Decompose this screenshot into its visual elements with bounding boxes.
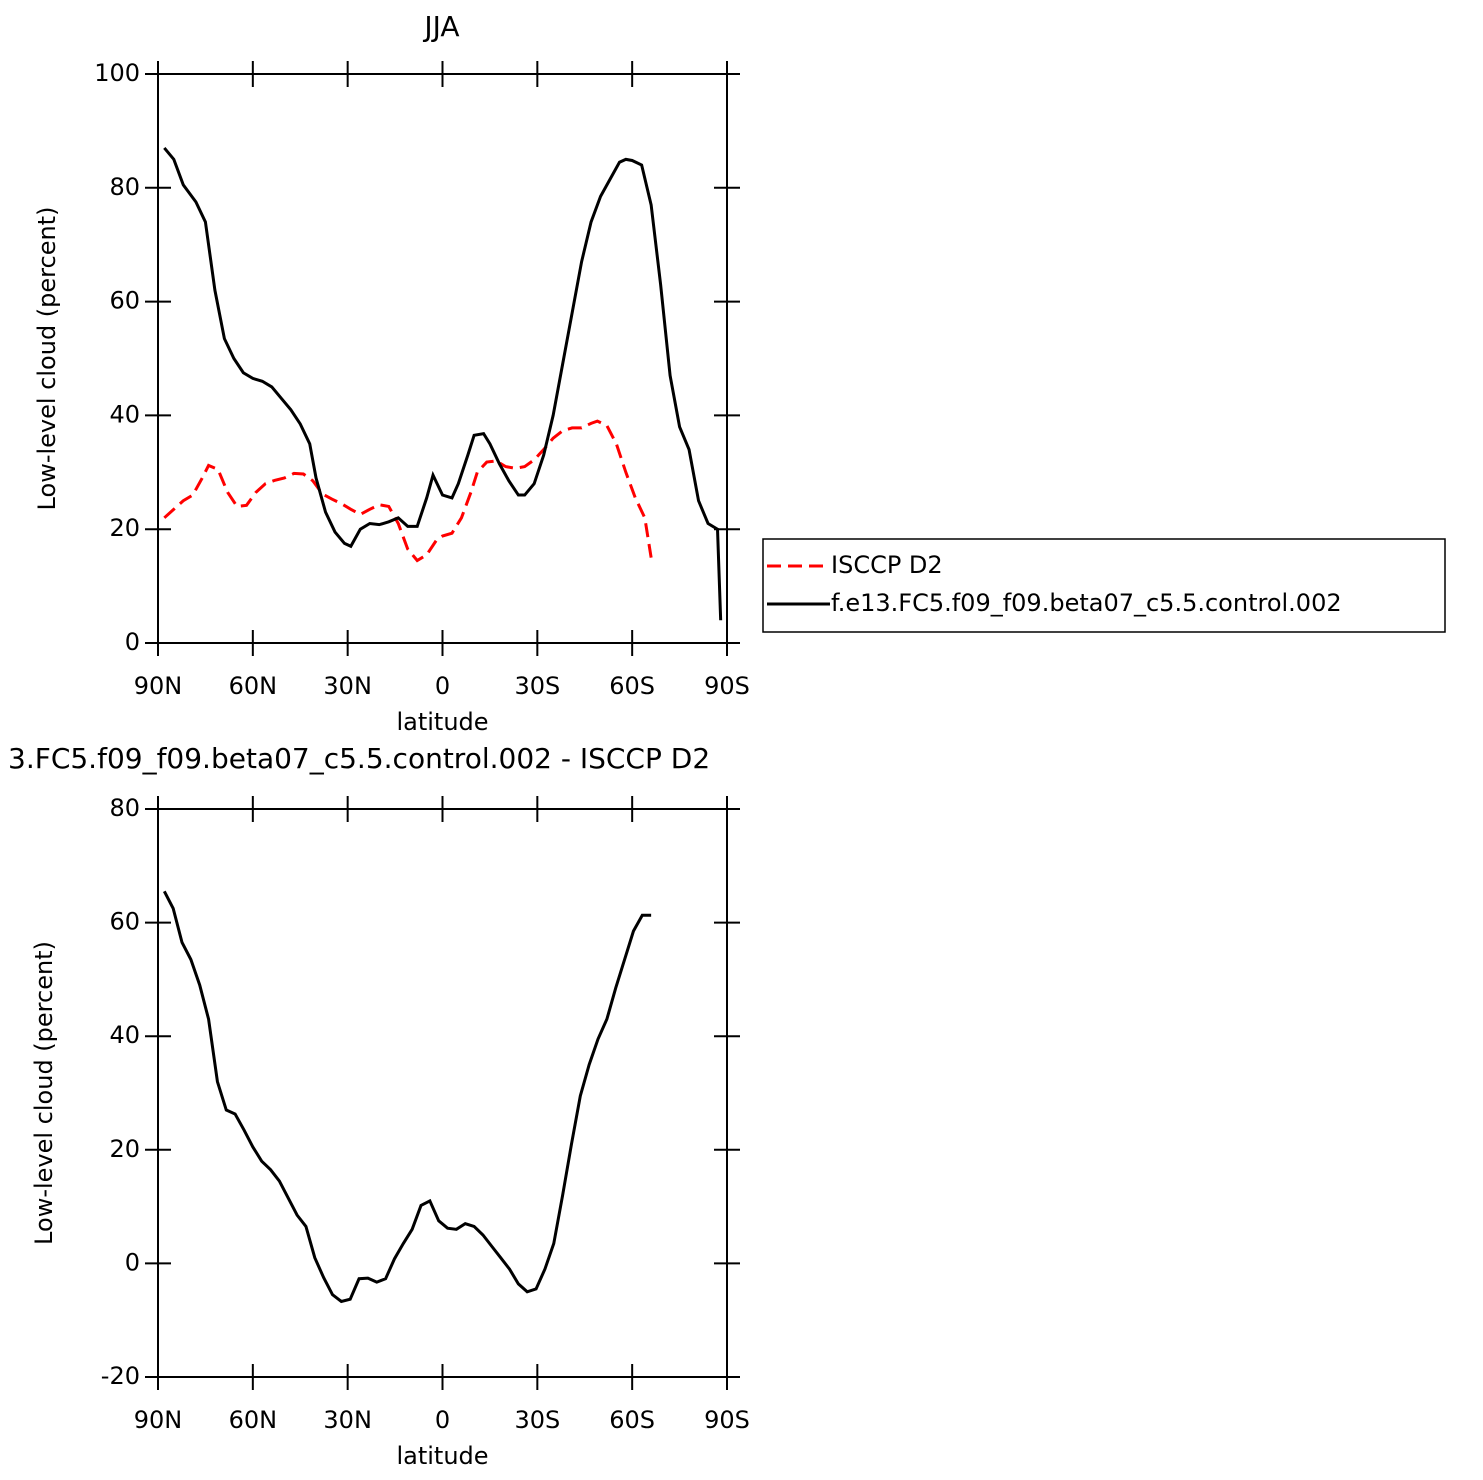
x-tick-label: 60S bbox=[609, 1406, 655, 1434]
y-tick-label: 0 bbox=[125, 1248, 140, 1276]
x-tick-label: 90N bbox=[134, 672, 183, 700]
y-tick-label: 40 bbox=[109, 400, 140, 428]
y-tick-label: 60 bbox=[109, 287, 140, 315]
y-tick-label: 80 bbox=[109, 794, 140, 822]
x-tick-label: 60N bbox=[229, 672, 278, 700]
y-tick-label: 60 bbox=[109, 908, 140, 936]
chart-title: 3.FC5.f09_f09.beta07_c5.5.control.002 - … bbox=[8, 742, 710, 775]
x-tick-label: 90S bbox=[704, 1406, 750, 1434]
x-tick-label: 30N bbox=[323, 672, 372, 700]
x-tick-label: 60S bbox=[609, 672, 655, 700]
x-tick-label: 0 bbox=[435, 1406, 450, 1434]
x-tick-label: 90S bbox=[704, 672, 750, 700]
x-axis-label: latitude bbox=[396, 708, 488, 736]
legend-label: f.e13.FC5.f09_f09.beta07_c5.5.control.00… bbox=[831, 589, 1342, 617]
y-tick-label: 100 bbox=[94, 59, 140, 87]
x-tick-label: 60N bbox=[229, 1406, 278, 1434]
data-line bbox=[162, 890, 652, 1304]
y-tick-label: 20 bbox=[109, 514, 140, 542]
data-line bbox=[163, 419, 653, 563]
y-axis-label: Low-level cloud (percent) bbox=[30, 941, 58, 1245]
x-tick-label: 30S bbox=[514, 1406, 560, 1434]
x-tick-label: 0 bbox=[435, 672, 450, 700]
x-tick-label: 30N bbox=[323, 1406, 372, 1434]
y-axis-label: Low-level cloud (percent) bbox=[33, 207, 61, 511]
y-tick-label: 80 bbox=[109, 173, 140, 201]
y-tick-label: 0 bbox=[125, 628, 140, 656]
legend-box bbox=[762, 538, 1446, 633]
x-tick-label: 90N bbox=[134, 1406, 183, 1434]
plot-frame bbox=[157, 808, 728, 1378]
y-tick-label: -20 bbox=[101, 1362, 140, 1390]
x-tick-label: 30S bbox=[514, 672, 560, 700]
chart-title: JJA bbox=[422, 10, 459, 43]
plot-frame bbox=[157, 73, 728, 644]
y-tick-label: 20 bbox=[109, 1135, 140, 1163]
data-line bbox=[163, 147, 723, 621]
x-axis-label: latitude bbox=[396, 1442, 488, 1470]
y-tick-label: 40 bbox=[109, 1021, 140, 1049]
legend-label: ISCCP D2 bbox=[831, 551, 943, 579]
